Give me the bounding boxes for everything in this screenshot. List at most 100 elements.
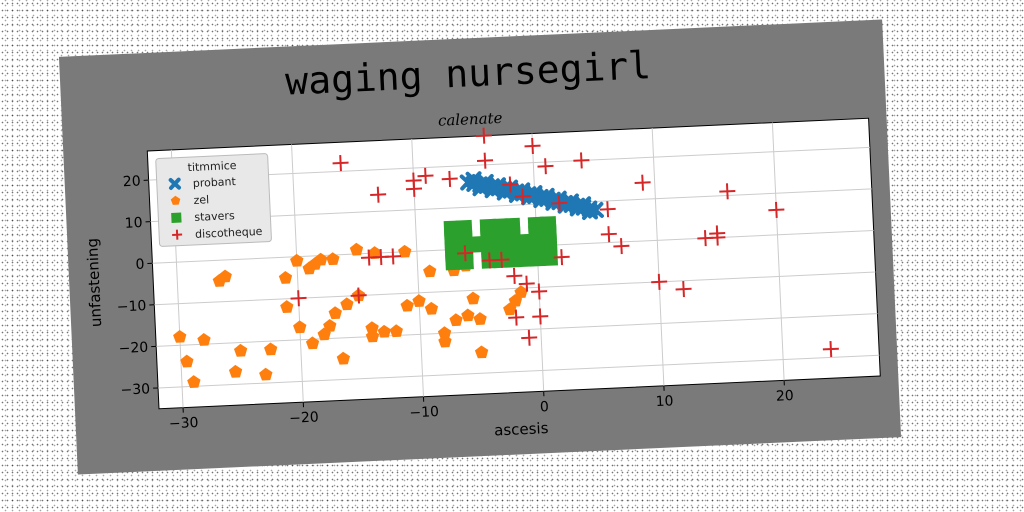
legend-title: titmmice — [187, 159, 237, 174]
data-point-discotheque-stroke — [531, 137, 534, 155]
data-point-zel — [187, 375, 201, 388]
data-point-zel — [461, 308, 475, 322]
data-point-stavers — [541, 249, 559, 267]
data-point-discotheque-stroke — [424, 167, 427, 184]
legend-marker-probant-stroke — [169, 177, 181, 190]
data-point-probant — [496, 183, 513, 201]
data-point-discotheque — [332, 155, 349, 172]
axis-ticks: −30 −20 −10 0 10 20 −30 −20 −10 0 10 20 — [116, 173, 795, 432]
data-point-zel — [438, 334, 452, 348]
data-point-discotheque-stroke — [580, 152, 583, 169]
data-point-discotheque — [417, 167, 434, 184]
data-point-discotheque-stroke — [527, 329, 531, 346]
data-point-probant-stroke — [466, 171, 482, 188]
data-point-discotheque — [634, 174, 651, 191]
data-point-discotheque-stroke — [682, 281, 685, 298]
legend-label-probant: probant — [193, 175, 237, 190]
legend-label-zel: zel — [193, 193, 209, 207]
data-point-zel — [368, 246, 382, 259]
data-point-zel — [474, 345, 489, 359]
data-point-zel — [173, 330, 187, 343]
data-points — [173, 127, 839, 388]
data-point-discotheque — [350, 287, 367, 304]
y-tick-label: −10 — [116, 298, 146, 315]
data-point-discotheque — [370, 186, 387, 203]
data-point-discotheque-stroke — [463, 245, 467, 262]
data-point-discotheque — [518, 275, 535, 292]
x-tick-label: −30 — [169, 415, 199, 432]
data-point-zel — [328, 306, 342, 320]
chart-subtitle: calenate — [438, 109, 503, 130]
data-point-zel — [398, 244, 412, 258]
x-grid-line — [771, 122, 785, 381]
figure-panel: waging nursegirl calenate −30 −20 −10 0 10 20… — [58, 19, 902, 475]
data-point-discotheque-stroke — [339, 155, 342, 172]
data-point-probant-stroke — [508, 186, 525, 203]
legend-marker-probant — [168, 177, 181, 190]
data-point-discotheque — [822, 341, 839, 358]
data-point-discotheque-stroke — [514, 309, 518, 326]
data-point-discotheque-stroke — [367, 249, 371, 266]
data-point-discotheque — [531, 283, 548, 300]
data-point-discotheque-stroke — [537, 283, 541, 300]
data-point-discotheque-stroke — [560, 249, 564, 266]
data-point-discotheque-stroke — [521, 188, 525, 205]
data-point-probant — [484, 181, 501, 199]
data-point-discotheque-stroke — [538, 308, 542, 325]
y-tick-label: 20 — [123, 173, 142, 190]
data-point-probant-stroke — [569, 199, 586, 217]
data-point-discotheque-stroke — [482, 127, 486, 144]
data-point-discotheque — [514, 188, 531, 205]
data-point-zel — [305, 336, 320, 350]
data-point-zel — [290, 253, 304, 267]
x-tick-label: −10 — [409, 404, 439, 421]
x-axis-label: ascesis — [494, 419, 549, 439]
data-point-zel — [180, 354, 194, 368]
data-point-discotheque-stroke — [391, 248, 395, 265]
data-point-discotheque — [613, 238, 630, 255]
data-point-zel — [449, 313, 463, 327]
x-tick-label: 20 — [776, 388, 795, 405]
data-point-discotheque — [532, 308, 549, 325]
data-point-discotheque-stroke — [715, 225, 719, 242]
x-tick-label: −20 — [289, 409, 319, 426]
series-stavers — [443, 216, 559, 271]
data-point-discotheque — [551, 195, 568, 212]
data-point-zel — [197, 333, 211, 346]
data-point-zel — [389, 324, 403, 338]
y-tick-label: 0 — [135, 257, 145, 273]
chart-title: waging nursegirl — [284, 43, 652, 104]
data-point-zel — [473, 312, 487, 326]
data-point-probant — [569, 199, 586, 217]
series-discotheque — [290, 127, 839, 358]
data-point-zel — [424, 301, 439, 315]
data-point-probant — [581, 203, 598, 220]
data-point-discotheque — [573, 152, 590, 169]
data-point-zel — [264, 342, 278, 356]
data-point-discotheque — [290, 290, 307, 307]
data-point-discotheque — [719, 183, 736, 200]
data-point-discotheque — [476, 152, 494, 169]
data-point-discotheque — [405, 172, 422, 189]
data-point-zel — [278, 271, 293, 284]
data-point-discotheque — [600, 226, 617, 243]
data-point-probant-stroke — [496, 183, 513, 201]
data-point-probant-stroke — [557, 197, 574, 214]
data-point-discotheque — [493, 251, 510, 268]
data-point-discotheque-stroke — [379, 248, 383, 266]
data-point-discotheque-stroke — [606, 201, 610, 218]
data-point-probant-stroke — [582, 203, 598, 220]
x-grid-line — [651, 128, 665, 386]
data-point-zel — [340, 297, 354, 311]
data-point-discotheque-stroke — [657, 273, 661, 290]
y-grid-line — [158, 354, 880, 389]
scatter-chart: waging nursegirl calenate −30 −20 −10 0 10 20… — [83, 43, 881, 440]
data-point-discotheque — [537, 158, 554, 175]
data-point-probant-stroke — [484, 181, 501, 199]
data-point-probant — [471, 179, 489, 197]
data-point-discotheque-stroke — [412, 172, 416, 189]
legend-marker-stavers — [171, 212, 182, 223]
data-point-discotheque — [384, 248, 402, 265]
